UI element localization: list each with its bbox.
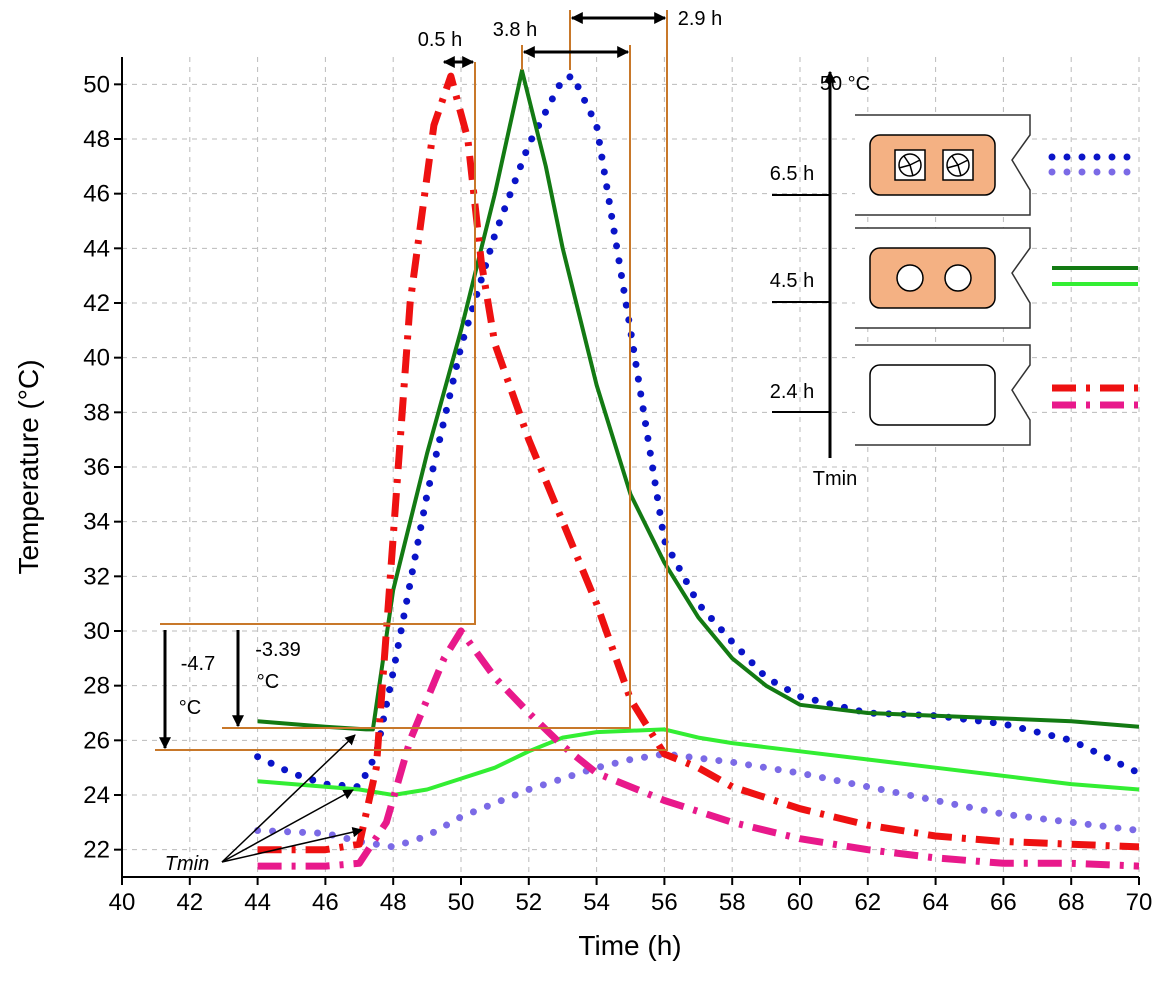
y-tick-label: 36 (83, 454, 110, 481)
series-line (254, 750, 1143, 851)
grid (121, 57, 1140, 877)
x-tick-label: 54 (583, 889, 610, 916)
guide (160, 62, 476, 625)
x-tick-label: 44 (244, 889, 271, 916)
guides (155, 10, 668, 863)
tmin-arrows (221, 734, 364, 863)
y-tick-label: 38 (83, 399, 110, 426)
annotation: 3.8 h (493, 19, 537, 41)
x-tick-label: 40 (109, 889, 136, 916)
annotation: 0.5 h (418, 29, 462, 51)
annotations: 0.5 h 3.8 h 2.9 h 50 °C 6.5 h 4.5 h 2.4 … (165, 8, 870, 875)
y-tick-label: 32 (83, 563, 110, 590)
y-tick-label: 26 (83, 727, 110, 754)
y-tick-label: 50 (83, 71, 110, 98)
series-line (257, 72, 1140, 854)
guide (155, 10, 668, 751)
annotation: 4.5 h (770, 270, 814, 292)
y-tick-label: 22 (83, 837, 110, 864)
annotation: 2.4 h (770, 381, 814, 403)
x-axis-title: Time (h) (578, 930, 681, 961)
y-tick-label: 30 (83, 618, 110, 645)
series-line (257, 627, 1140, 870)
guide (222, 45, 631, 729)
annotation: °C (179, 697, 201, 719)
annotation: Tmin (813, 468, 857, 490)
x-tick-label: 48 (380, 889, 407, 916)
annotation: °C (257, 671, 279, 693)
series-line (257, 727, 1140, 797)
series-line (254, 72, 1143, 791)
annotation: Tmin (165, 853, 209, 875)
annotation: -4.7 (181, 653, 215, 675)
y-tick-label: 46 (83, 181, 110, 208)
x-tick-label: 52 (515, 889, 542, 916)
x-tick-label: 70 (1126, 889, 1153, 916)
x-tick-label: 58 (719, 889, 746, 916)
y-tick-label: 24 (83, 782, 110, 809)
x-tick-label: 64 (922, 889, 949, 916)
x-tick-label: 60 (787, 889, 814, 916)
x-tick-label: 62 (854, 889, 881, 916)
y-tick-label: 40 (83, 345, 110, 372)
x-tick-label: 46 (312, 889, 339, 916)
annotation: -3.39 (255, 639, 301, 661)
x-tick-label: 50 (448, 889, 475, 916)
x-tick-label: 66 (990, 889, 1017, 916)
x-tick-label: 42 (176, 889, 203, 916)
annotation: 6.5 h (770, 163, 814, 185)
y-tick-label: 34 (83, 509, 110, 536)
y-axis-title: Temperature (°C) (13, 359, 44, 574)
y-tick-label: 44 (83, 235, 110, 262)
series (254, 68, 1143, 870)
y-tick-label: 28 (83, 673, 110, 700)
y-tick-label: 42 (83, 290, 110, 317)
y-tick-label: 48 (83, 126, 110, 153)
annotation: 50 °C (820, 73, 870, 95)
x-tick-label: 56 (651, 889, 678, 916)
annotation: 2.9 h (678, 8, 722, 30)
legend-panel (772, 70, 1031, 458)
x-tick-label: 68 (1058, 889, 1085, 916)
series-line (257, 68, 1140, 732)
